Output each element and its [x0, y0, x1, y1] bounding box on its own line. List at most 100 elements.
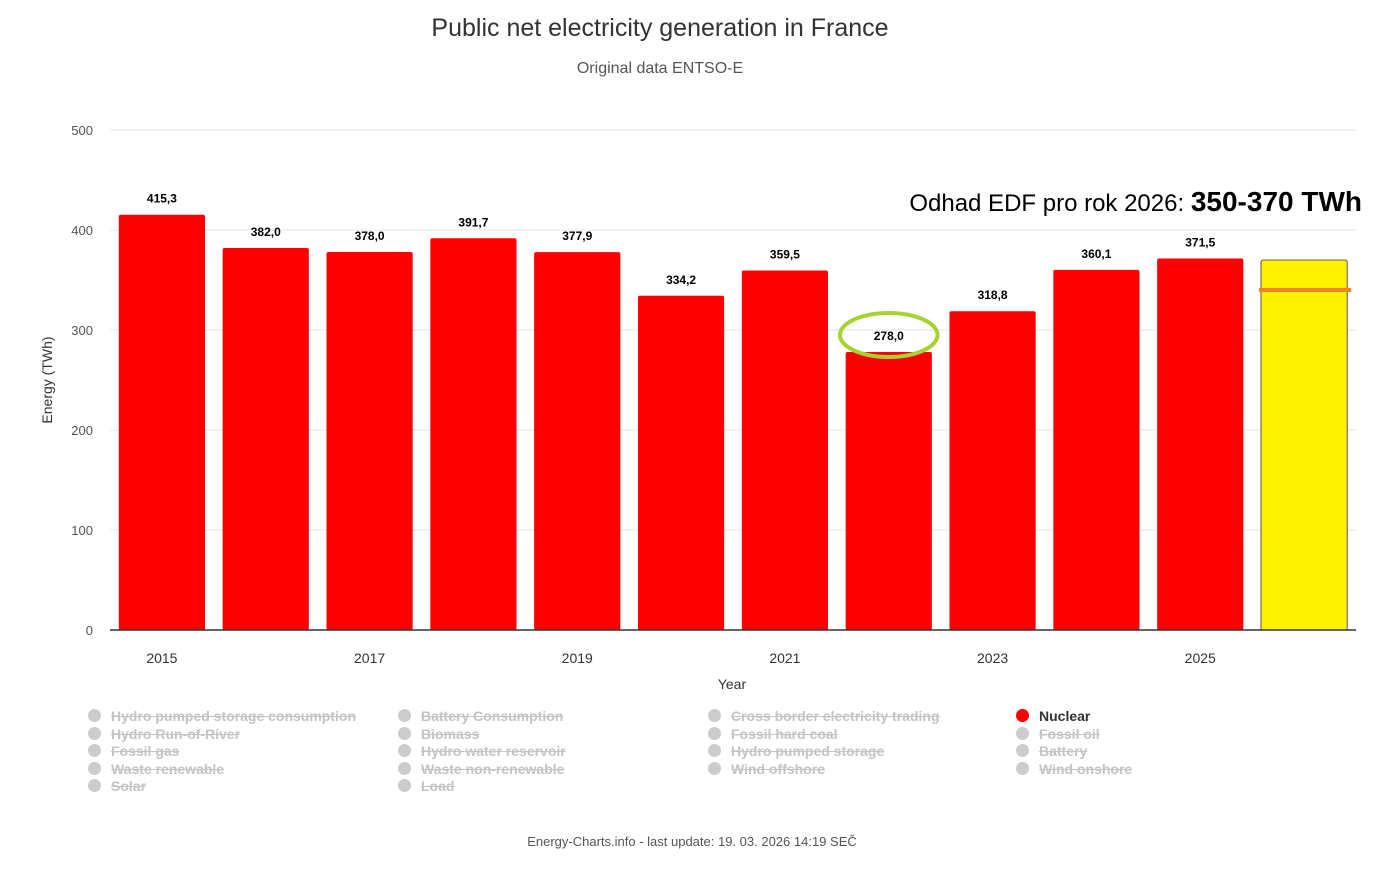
- legend-item[interactable]: Nuclear: [1016, 708, 1090, 724]
- x-tick-label: 2019: [562, 650, 593, 666]
- chart-subtitle: Original data ENTSO-E: [576, 60, 744, 77]
- credits[interactable]: Energy-Charts.info - last update: 19. 03…: [527, 834, 857, 849]
- legend-item-label: Hydro water reservoir: [421, 743, 566, 759]
- legend-item[interactable]: Wind onshore: [1016, 761, 1132, 777]
- bar: [845, 352, 932, 630]
- bar: [1157, 258, 1244, 630]
- y-tick-label: 200: [71, 423, 93, 438]
- y-tick-label: 400: [71, 223, 93, 238]
- bar: [1053, 269, 1140, 630]
- data-label: 318,8: [978, 288, 1008, 302]
- data-label: 377,9: [562, 229, 592, 243]
- legend-item[interactable]: Waste non-renewable: [398, 761, 564, 777]
- legend-marker-icon: [398, 761, 411, 775]
- data-labels: 415,3 382,0 378,0 391,7 377,9 334,2 359,5 278,0…: [147, 192, 1216, 343]
- legend-item-label: Biomass: [421, 725, 480, 742]
- legend-marker-icon: [1016, 744, 1029, 757]
- data-label: 391,7: [458, 215, 488, 229]
- estimate-annotation-prefix: Odhad EDF pro rok 2026:: [909, 190, 1185, 217]
- legend-marker-icon: [1016, 726, 1029, 740]
- legend-item-label: Nuclear: [1039, 708, 1091, 724]
- y-tick-label: 100: [71, 523, 93, 538]
- x-tick-label: 2017: [354, 650, 385, 666]
- estimate-annotation: Odhad EDF pro rok 2026: 350-370 TWh: [909, 186, 1362, 218]
- highlight-circle: [837, 311, 940, 359]
- legend-marker-icon: [88, 744, 101, 757]
- legend-item-label: Hydro pumped storage: [731, 743, 885, 759]
- y-tick-label: 300: [71, 323, 93, 338]
- bar: [430, 238, 517, 631]
- chart-title: Public net electricity generation in Fra…: [431, 14, 889, 42]
- legend-item-label: Fossil gas: [111, 743, 180, 759]
- legend-marker-icon: [708, 744, 721, 757]
- legend-marker-icon: [398, 744, 411, 757]
- legend-marker-icon: [398, 779, 411, 792]
- estimate-bar: [1260, 259, 1348, 631]
- legend-marker-icon: [88, 761, 101, 775]
- legend-item-label: Battery Consumption: [421, 708, 564, 724]
- overlay-marks: [837, 288, 1352, 359]
- legend-item-label: Wind onshore: [1039, 760, 1133, 777]
- legend-item[interactable]: Solar: [88, 778, 146, 794]
- data-label: 371,5: [1185, 236, 1215, 250]
- data-label: 360,1: [1081, 247, 1111, 261]
- estimate-annotation-value: 350-370 TWh: [1190, 186, 1362, 217]
- bars: [118, 214, 1348, 631]
- legend-item[interactable]: Fossil gas: [88, 743, 179, 759]
- legend-item[interactable]: Battery Consumption: [398, 708, 563, 724]
- legend-item[interactable]: Fossil oil: [1016, 726, 1100, 742]
- legend-marker-icon: [708, 761, 721, 775]
- x-tick-label: 2025: [1185, 650, 1216, 666]
- data-label: 334,2: [666, 273, 696, 287]
- bar: [949, 311, 1036, 630]
- legend-item-label: Solar: [111, 778, 147, 794]
- legend-item[interactable]: Hydro pumped storage consumption: [88, 708, 356, 724]
- x-axis-ticks: 2015 2017 2019 2021 2023 2025: [146, 650, 1216, 666]
- legend-marker-icon: [88, 779, 101, 792]
- legend-item[interactable]: Biomass: [398, 726, 479, 742]
- legend-item[interactable]: Wind offshore: [708, 761, 825, 777]
- bar: [534, 252, 621, 630]
- legend-item[interactable]: Fossil hard coal: [708, 726, 838, 742]
- x-tick-label: 2015: [146, 650, 177, 666]
- bar: [326, 252, 413, 630]
- legend-item-label: Cross border electricity trading: [731, 708, 940, 724]
- legend-item[interactable]: Battery: [1016, 743, 1087, 759]
- bar: [222, 248, 309, 630]
- legend-item-label: Hydro Run-of-River: [111, 725, 241, 742]
- legend-item-label: Load: [421, 778, 455, 794]
- legend-item-label: Fossil hard coal: [731, 725, 838, 742]
- legend-item-label: Wind offshore: [731, 760, 825, 777]
- legend-item[interactable]: Hydro Run-of-River: [88, 726, 240, 742]
- grid-lines: [110, 129, 1356, 531]
- legend-item-label: Hydro pumped storage consumption: [111, 708, 357, 724]
- legend-marker-icon: [88, 726, 101, 740]
- x-axis-title: Year: [718, 676, 747, 692]
- legend-item-label: Waste non-renewable: [421, 760, 565, 777]
- bar: [741, 270, 829, 630]
- legend-item[interactable]: Hydro water reservoir: [398, 743, 566, 759]
- legend-marker-icon: [708, 709, 721, 722]
- legend-marker-icon: [398, 726, 411, 740]
- legend-item-label: Waste renewable: [111, 760, 225, 777]
- x-tick-label: 2021: [769, 650, 800, 666]
- legend-marker-icon: [398, 709, 411, 722]
- y-axis-ticks: 0 100 200 300 400 500: [71, 123, 93, 638]
- y-tick-label: 500: [71, 123, 93, 138]
- legend-item-label: Fossil oil: [1039, 725, 1100, 742]
- legend-item[interactable]: Load: [398, 778, 454, 794]
- legend-item-label: Battery: [1039, 743, 1088, 759]
- legend-item[interactable]: Hydro pumped storage: [708, 743, 884, 759]
- y-tick-label: 0: [86, 623, 93, 638]
- legend-marker-icon: [1016, 709, 1029, 722]
- legend-item[interactable]: Waste renewable: [88, 761, 224, 777]
- legend-item[interactable]: Cross border electricity trading: [708, 708, 940, 724]
- y-axis-title: Energy (TWh): [39, 336, 55, 423]
- data-label: 415,3: [147, 192, 177, 206]
- legend-marker-icon: [1016, 761, 1029, 775]
- bar: [637, 295, 725, 630]
- data-label: 378,0: [355, 229, 385, 243]
- x-tick-label: 2023: [977, 650, 1008, 666]
- bar: [118, 214, 206, 630]
